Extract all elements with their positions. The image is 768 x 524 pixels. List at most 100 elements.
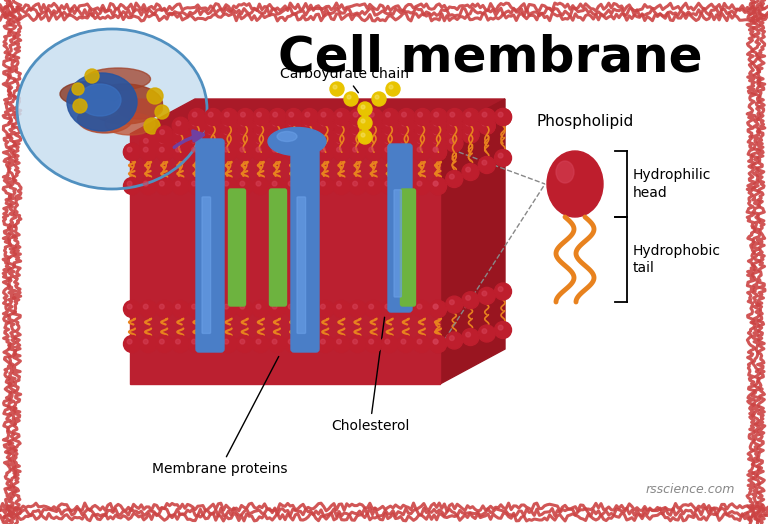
Circle shape (462, 126, 479, 143)
Circle shape (224, 121, 229, 126)
Circle shape (172, 126, 189, 143)
Circle shape (478, 325, 495, 342)
Circle shape (288, 181, 293, 186)
Circle shape (418, 112, 422, 117)
Circle shape (433, 181, 438, 186)
Circle shape (429, 335, 446, 353)
Circle shape (223, 339, 229, 344)
Circle shape (386, 121, 390, 126)
Circle shape (285, 144, 302, 160)
Circle shape (127, 147, 132, 152)
Circle shape (285, 335, 302, 353)
Circle shape (144, 138, 148, 143)
Circle shape (127, 304, 132, 309)
FancyBboxPatch shape (394, 190, 402, 297)
Circle shape (257, 130, 261, 135)
Circle shape (301, 126, 318, 143)
Circle shape (397, 178, 414, 194)
Circle shape (430, 126, 447, 143)
Circle shape (269, 135, 286, 152)
Circle shape (333, 135, 350, 152)
Circle shape (208, 130, 213, 135)
Circle shape (204, 335, 221, 353)
Circle shape (449, 138, 454, 143)
Ellipse shape (60, 82, 120, 106)
Text: Carboydrate chain: Carboydrate chain (280, 67, 409, 93)
Circle shape (449, 300, 454, 304)
Circle shape (385, 181, 389, 186)
Circle shape (192, 147, 197, 152)
Circle shape (349, 300, 366, 318)
Circle shape (353, 138, 358, 143)
Circle shape (429, 335, 446, 353)
Circle shape (372, 92, 386, 106)
Circle shape (465, 130, 471, 135)
Circle shape (253, 108, 270, 126)
Circle shape (385, 304, 389, 309)
Circle shape (156, 126, 173, 143)
Ellipse shape (80, 100, 120, 118)
Circle shape (240, 304, 245, 309)
Circle shape (375, 95, 379, 99)
FancyBboxPatch shape (229, 189, 246, 306)
Circle shape (289, 112, 293, 117)
Circle shape (176, 121, 180, 126)
Circle shape (317, 126, 334, 143)
Circle shape (156, 144, 173, 160)
Circle shape (385, 147, 389, 152)
Circle shape (192, 121, 197, 126)
Circle shape (353, 339, 357, 344)
Circle shape (305, 130, 310, 135)
Circle shape (434, 112, 439, 117)
Circle shape (208, 304, 213, 309)
Text: Membrane proteins: Membrane proteins (152, 356, 288, 476)
Circle shape (204, 178, 221, 194)
Ellipse shape (547, 151, 603, 217)
Circle shape (465, 167, 471, 172)
Circle shape (429, 144, 446, 160)
Circle shape (192, 147, 197, 152)
Circle shape (462, 117, 479, 134)
Circle shape (256, 181, 261, 186)
Circle shape (366, 117, 382, 134)
Circle shape (418, 130, 422, 135)
Circle shape (465, 296, 471, 300)
Circle shape (482, 291, 487, 296)
Circle shape (401, 339, 406, 344)
Circle shape (176, 147, 180, 152)
Circle shape (155, 105, 169, 119)
Circle shape (429, 135, 447, 152)
Circle shape (385, 339, 389, 344)
Circle shape (172, 178, 189, 194)
Circle shape (272, 339, 277, 344)
Circle shape (365, 144, 382, 160)
Circle shape (192, 304, 197, 309)
Circle shape (353, 130, 358, 135)
Circle shape (333, 335, 350, 353)
Circle shape (144, 339, 148, 344)
Circle shape (449, 130, 455, 135)
Circle shape (156, 300, 173, 318)
Circle shape (429, 300, 446, 318)
Circle shape (240, 130, 245, 135)
Circle shape (495, 108, 511, 126)
Circle shape (482, 121, 487, 126)
Circle shape (465, 130, 471, 135)
Circle shape (204, 135, 221, 152)
Circle shape (208, 121, 213, 126)
Circle shape (285, 300, 302, 318)
Circle shape (402, 130, 406, 135)
Circle shape (398, 117, 415, 134)
Circle shape (269, 108, 286, 126)
FancyBboxPatch shape (270, 189, 286, 306)
Circle shape (304, 304, 310, 309)
Circle shape (433, 339, 438, 344)
Circle shape (288, 304, 293, 309)
Circle shape (433, 147, 438, 152)
Circle shape (429, 144, 446, 160)
Circle shape (140, 144, 157, 160)
FancyBboxPatch shape (388, 144, 412, 312)
Circle shape (192, 339, 197, 344)
Circle shape (417, 304, 422, 309)
Circle shape (124, 144, 141, 160)
